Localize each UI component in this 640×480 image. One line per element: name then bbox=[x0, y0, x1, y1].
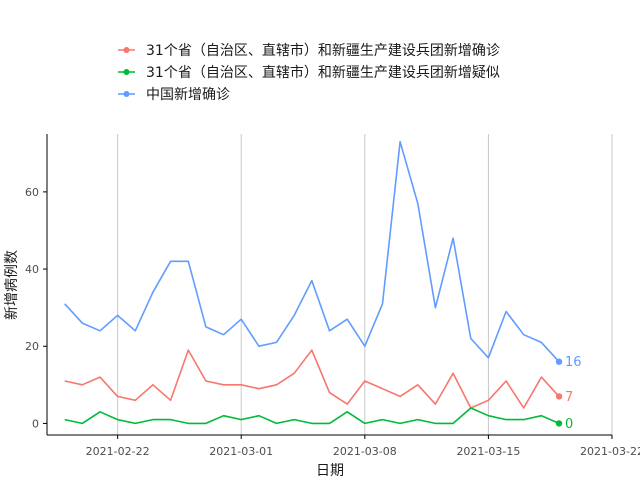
series-line-2 bbox=[64, 140, 560, 363]
legend: 31个省（自治区、直辖市）和新疆生产建设兵团新增确诊 31个省（自治区、直辖市）和… bbox=[118, 42, 500, 103]
x-tick-label: 2021-02-22 bbox=[86, 445, 150, 458]
x-tick-label: 2021-03-01 bbox=[209, 445, 273, 458]
legend-key-dot bbox=[123, 69, 130, 75]
y-axis-title: 新增病例数 bbox=[4, 250, 20, 320]
legend-key-dot bbox=[123, 91, 130, 97]
end-label-1: 0 bbox=[565, 417, 573, 432]
legend-item-1: 31个省（自治区、直辖市）和新疆生产建设兵团新增疑似 bbox=[118, 64, 500, 81]
end-label-2: 16 bbox=[565, 355, 582, 370]
x-tick-label: 2021-03-15 bbox=[456, 445, 520, 458]
legend-item-0: 31个省（自治区、直辖市）和新疆生产建设兵团新增确诊 bbox=[118, 42, 500, 59]
end-label-0: 7 bbox=[565, 390, 573, 405]
x-tick-label: 2021-03-08 bbox=[333, 445, 397, 458]
vertical-gridlines bbox=[117, 134, 613, 435]
legend-item-2: 中国新增确诊 bbox=[118, 87, 230, 103]
y-tick-label: 0 bbox=[32, 417, 39, 430]
y-tick-label: 40 bbox=[25, 263, 39, 276]
x-axis-title: 日期 bbox=[316, 463, 344, 479]
x-ticks: 2021-02-22 2021-03-01 2021-03-08 2021-03-15… bbox=[86, 435, 640, 458]
x-tick-label: 2021-03-22 bbox=[580, 445, 640, 458]
end-point-0 bbox=[555, 393, 563, 400]
series-lines bbox=[64, 140, 560, 425]
legend-key-dot bbox=[123, 47, 130, 53]
end-point-2 bbox=[555, 358, 563, 365]
y-tick-label: 20 bbox=[25, 340, 39, 353]
end-labels: 7 0 16 bbox=[555, 355, 582, 432]
y-tick-label: 60 bbox=[25, 186, 39, 199]
series-line-1 bbox=[64, 407, 560, 425]
series-line-0 bbox=[64, 349, 560, 409]
legend-label: 中国新增确诊 bbox=[146, 87, 230, 103]
y-ticks: 0 20 40 60 bbox=[25, 186, 47, 430]
legend-label: 31个省（自治区、直辖市）和新疆生产建设兵团新增疑似 bbox=[146, 64, 500, 81]
legend-label: 31个省（自治区、直辖市）和新疆生产建设兵团新增确诊 bbox=[146, 42, 500, 59]
axes bbox=[46, 134, 612, 436]
end-point-1 bbox=[555, 420, 563, 427]
